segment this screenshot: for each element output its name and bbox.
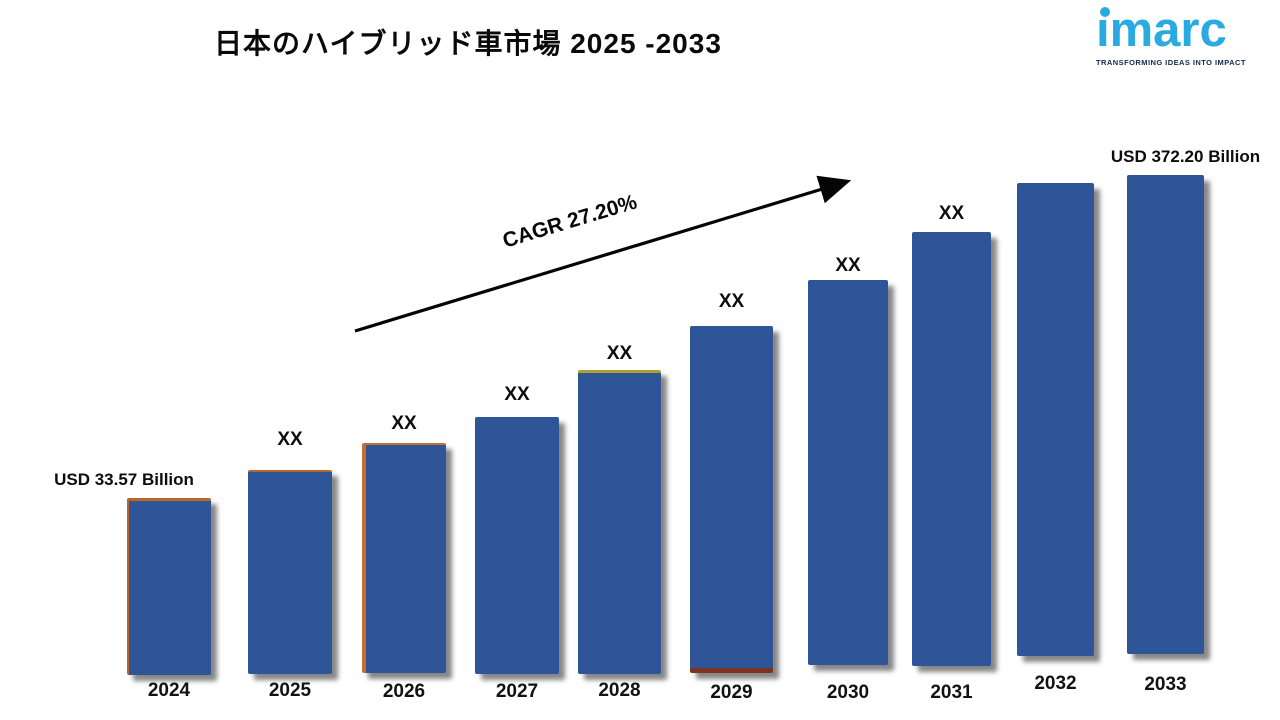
bar-year-label-2024: 2024 — [147, 680, 191, 701]
bar-2030 — [808, 280, 888, 665]
bar-value-label-2029: XX — [718, 291, 745, 312]
bar-year-label-2028: 2028 — [598, 680, 641, 701]
bar-2025 — [248, 470, 332, 674]
bar-year-label-2031: 2031 — [930, 682, 973, 703]
bar-value-label-2024: USD 33.57 Billion — [54, 470, 194, 489]
bar-value-label-2026: XX — [391, 413, 417, 434]
bar-year-label-2027: 2027 — [495, 681, 539, 702]
bar-2032 — [1017, 183, 1094, 656]
logo-i-dot-icon — [1100, 7, 1110, 17]
bar-value-label-2033: USD 372.20 Billion — [1110, 147, 1261, 166]
cagr-arrow-line — [354, 175, 852, 333]
bar-year-label-2029: 2029 — [710, 682, 753, 703]
logo-tagline: TRANSFORMING IDEAS INTO IMPACT — [1096, 58, 1246, 67]
bar-year-label-2033: 2033 — [1144, 674, 1187, 695]
bar-2031 — [912, 232, 991, 666]
bar-2026 — [362, 443, 446, 673]
page-title: 日本のハイブリッド車市場 2025 -2033 — [214, 28, 722, 59]
bar-value-label-2030: XX — [835, 255, 861, 276]
bar-value-label-2028: XX — [606, 343, 633, 364]
bar-value-label-2027: XX — [504, 384, 530, 405]
bar-year-label-2026: 2026 — [382, 681, 426, 702]
bar-year-label-2030: 2030 — [826, 682, 870, 703]
bar-2028 — [578, 370, 661, 674]
bar-2033 — [1127, 175, 1204, 654]
bar-year-label-2025: 2025 — [268, 680, 312, 701]
bar-2029 — [690, 326, 773, 673]
imarc-logo: ımarc TRANSFORMING IDEAS INTO IMPACT — [1096, 4, 1268, 67]
cagr-trend-arrow-icon — [354, 175, 852, 333]
bar-value-label-2025: XX — [277, 429, 303, 450]
bar-value-label-2031: XX — [938, 203, 965, 224]
logo-wordmark: ımarc — [1096, 4, 1268, 56]
bar-year-label-2032: 2032 — [1034, 673, 1077, 694]
bar-2024 — [127, 498, 211, 675]
logo-wordmark-text: ımarc — [1096, 3, 1227, 57]
bar-2027 — [475, 417, 559, 674]
